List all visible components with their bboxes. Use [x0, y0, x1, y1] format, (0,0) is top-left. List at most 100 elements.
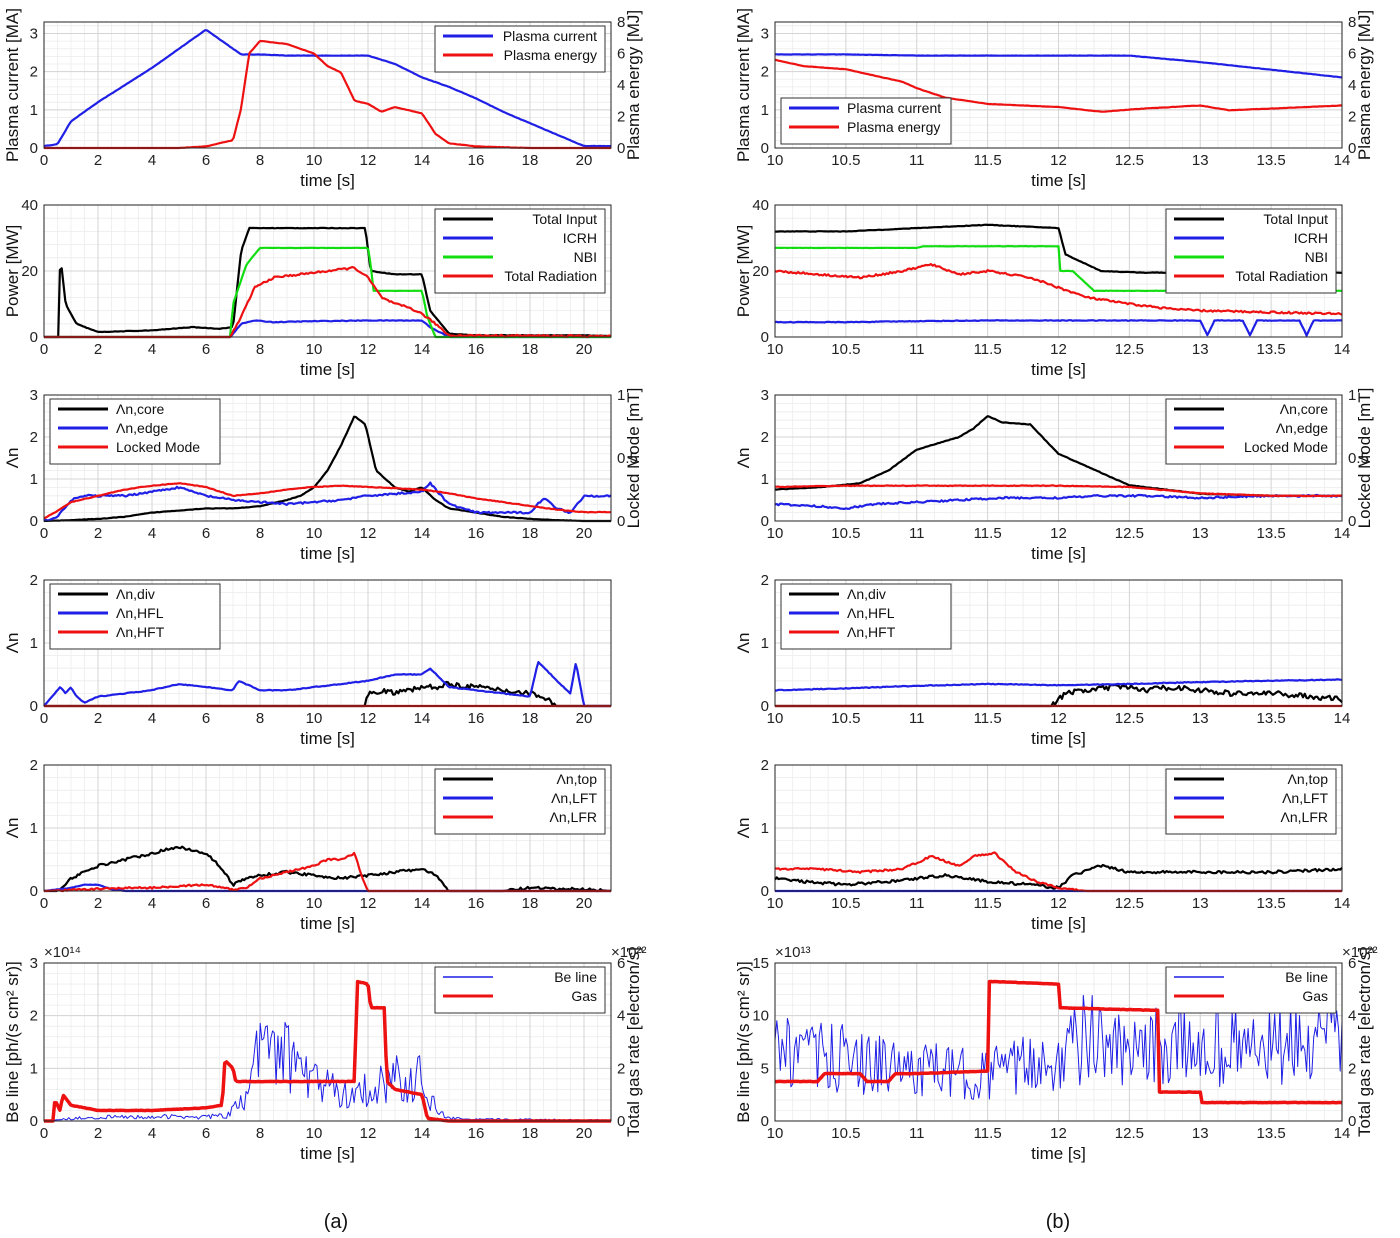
- y2-tick-label: 0: [1348, 513, 1356, 530]
- y-tick-label: 0: [761, 698, 769, 715]
- legend-entry: NBI: [1305, 249, 1328, 265]
- legend-entry: Λn,div: [116, 586, 155, 602]
- x-axis-label: time [s]: [300, 914, 355, 933]
- x-tick-label: 2: [94, 710, 102, 727]
- x-tick-label: 2: [94, 341, 102, 358]
- y-tick-label: 2: [30, 572, 38, 589]
- y2-tick-label: 0: [617, 140, 625, 157]
- legend-entry: Total Radiation: [504, 268, 597, 284]
- x-tick-label: 4: [148, 341, 156, 358]
- y-tick-label: 3: [761, 387, 769, 404]
- y2-tick-label: 6: [1348, 955, 1356, 972]
- x-tick-label: 20: [576, 341, 593, 358]
- series-line: [774, 58, 1343, 113]
- axes-frame: [774, 764, 1343, 892]
- y-tick-label: 0: [30, 1113, 38, 1130]
- legend-entry: Λn,HFL: [116, 605, 164, 621]
- x-tick-label: 12: [360, 152, 377, 169]
- x-tick-label: 12: [360, 525, 377, 542]
- x-tick-label: 10: [767, 1125, 784, 1142]
- legend-entry: Be line: [1285, 969, 1328, 985]
- x-tick-label: 14: [414, 525, 431, 542]
- x-tick-label: 13: [1192, 1125, 1209, 1142]
- x-tick-label: 16: [468, 341, 485, 358]
- series-line: [774, 678, 1343, 692]
- legend-box: [780, 97, 952, 145]
- x-tick-label: 11: [909, 710, 925, 727]
- x-tick-label: 11.5: [974, 341, 1002, 358]
- axes-frame: [774, 204, 1343, 338]
- y-tick-label: 40: [752, 197, 769, 214]
- legend-entry: Gas: [571, 988, 597, 1004]
- y-tick-label: 0: [30, 883, 38, 900]
- x-tick-label: 0: [40, 152, 48, 169]
- y2-tick-label: 0: [617, 1113, 625, 1130]
- series-line: [43, 482, 611, 520]
- x-tick-label: 13.5: [1257, 895, 1286, 912]
- x-tick-label: 12.5: [1115, 710, 1144, 727]
- x-tick-label: 16: [468, 895, 485, 912]
- x-tick-label: 12: [360, 341, 377, 358]
- y2-multiplier: ×10²²: [611, 944, 646, 961]
- x-tick-label: 16: [468, 152, 485, 169]
- y-tick-label: 40: [21, 197, 38, 214]
- x-tick-label: 10.5: [831, 895, 860, 912]
- x-tick-label: 18: [522, 525, 539, 542]
- y-tick-label: 1: [30, 102, 38, 119]
- y-tick-label: 3: [30, 387, 38, 404]
- y2-axis-label: Plasma energy [MJ]: [624, 10, 643, 160]
- y2-tick-label: 1: [1348, 387, 1356, 404]
- y-multiplier: ×10¹⁴: [44, 944, 81, 961]
- legend-entry: Λn,HFL: [847, 605, 895, 621]
- x-tick-label: 16: [468, 1125, 485, 1142]
- x-tick-label: 10.5: [831, 525, 860, 542]
- x-tick-label: 10.5: [831, 1125, 860, 1142]
- axes-frame: [43, 394, 612, 522]
- y-tick-label: 0: [761, 140, 769, 157]
- x-tick-label: 11: [909, 525, 925, 542]
- x-tick-label: 14: [1334, 1125, 1351, 1142]
- x-tick-label: 0: [40, 1125, 48, 1142]
- x-axis-label: time [s]: [300, 544, 355, 563]
- x-tick-label: 10.5: [831, 710, 860, 727]
- y-axis-label: Λn: [734, 633, 753, 654]
- x-tick-label: 12.5: [1115, 341, 1144, 358]
- legend-entry: Plasma energy: [847, 119, 940, 135]
- legend-entry: Λn,LFT: [551, 790, 597, 806]
- y-tick-label: 1: [761, 471, 769, 488]
- x-axis-label: time [s]: [300, 1144, 355, 1163]
- x-tick-label: 18: [522, 710, 539, 727]
- x-axis-label: time [s]: [1031, 360, 1086, 379]
- x-tick-label: 16: [468, 710, 485, 727]
- axes-frame: [774, 962, 1343, 1122]
- y-tick-label: 5: [761, 1060, 769, 1077]
- y-axis-label: Λn: [734, 818, 753, 839]
- y-tick-label: 0: [761, 329, 769, 346]
- legend-entry: Λn,HFT: [847, 624, 896, 640]
- legend-entry: Locked Mode: [1244, 439, 1328, 455]
- x-tick-label: 2: [94, 895, 102, 912]
- legend-entry: Plasma current: [847, 100, 941, 116]
- x-tick-label: 8: [256, 710, 264, 727]
- x-tick-label: 20: [576, 710, 593, 727]
- x-tick-label: 18: [522, 341, 539, 358]
- y2-tick-label: 6: [617, 955, 625, 972]
- y-tick-label: 1: [30, 635, 38, 652]
- y-tick-label: 20: [752, 263, 769, 280]
- y2-tick-label: 2: [1348, 109, 1356, 126]
- x-tick-label: 6: [202, 710, 210, 727]
- y2-tick-label: 4: [1348, 77, 1356, 94]
- legend-entry: Total Input: [1263, 211, 1328, 227]
- x-tick-label: 18: [522, 895, 539, 912]
- y2-axis-label: Locked Mode [mT]: [1355, 388, 1374, 529]
- y-tick-label: 2: [761, 429, 769, 446]
- legend: Be line Gas: [1165, 966, 1337, 1014]
- x-tick-label: 10: [306, 1125, 323, 1142]
- y-tick-label: 2: [30, 64, 38, 81]
- y2-tick-label: 6: [1348, 46, 1356, 63]
- legend: Λn,core Λn,edge Locked Mode: [49, 398, 221, 465]
- series-line: [774, 493, 1343, 511]
- x-tick-label: 8: [256, 525, 264, 542]
